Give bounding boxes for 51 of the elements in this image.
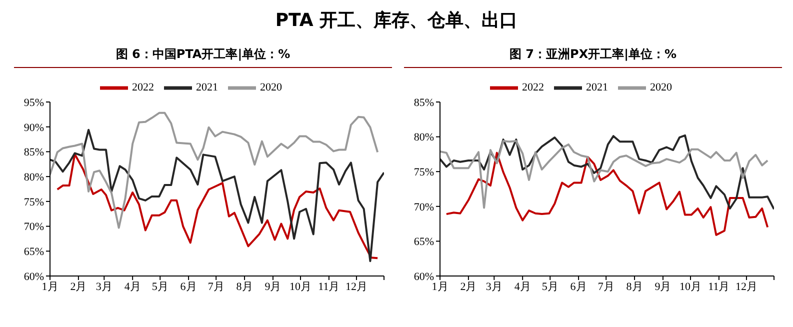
x-tick-label: 8月: [626, 280, 643, 293]
x-tick-label: 9月: [264, 280, 282, 293]
y-tick-label: 80%: [24, 171, 44, 184]
chart-subtitle: 图 6：中国PTA开工率|单位：%: [14, 46, 392, 68]
y-tick-label: 85%: [414, 96, 434, 109]
x-tick-label: 11月: [318, 280, 340, 293]
x-tick-label: 12月: [735, 280, 758, 293]
legend-label: 2020: [260, 82, 282, 94]
x-tick-label: 4月: [514, 280, 531, 293]
y-tick-label: 70%: [24, 221, 44, 234]
x-tick-label: 1月: [432, 280, 448, 293]
x-tick-label: 1月: [42, 280, 58, 293]
line-series: [50, 112, 379, 229]
legend-label: 2020: [650, 82, 672, 94]
x-tick-label: 2月: [70, 280, 87, 293]
y-tick-label: 65%: [24, 246, 44, 258]
legend-label: 2021: [196, 82, 218, 94]
y-tick-label: 60%: [414, 270, 434, 283]
line-series: [50, 128, 384, 262]
x-tick-label: 3月: [96, 280, 112, 293]
x-tick-label: 11月: [708, 280, 730, 293]
y-tick-label: 85%: [24, 146, 44, 159]
x-tick-label: 8月: [236, 280, 253, 293]
x-tick-label: 10月: [680, 280, 702, 293]
legend-label: 2022: [132, 82, 154, 94]
y-tick-label: 60%: [24, 270, 44, 283]
x-tick-label: 7月: [598, 280, 614, 293]
line-series: [445, 152, 769, 236]
x-tick-label: 4月: [124, 280, 141, 293]
chart-title: PTA 开工、库存、仓单、出口: [274, 9, 519, 32]
x-tick-label: 9月: [654, 280, 672, 293]
chart-subtitle: 图 7：亚洲PX开工率|单位：%: [404, 46, 782, 68]
x-tick-label: 10月: [290, 280, 312, 293]
x-tick-label: 7月: [208, 280, 224, 293]
x-tick-label: 6月: [570, 280, 587, 293]
x-tick-label: 3月: [486, 280, 502, 293]
y-tick-label: 70%: [414, 201, 434, 214]
legend-label: 2021: [586, 82, 608, 94]
x-tick-label: 6月: [180, 280, 197, 293]
y-tick-label: 80%: [414, 132, 434, 144]
legend-label: 2022: [522, 82, 544, 94]
x-tick-label: 12月: [345, 280, 368, 293]
line-series: [56, 153, 379, 260]
y-tick-label: 75%: [24, 196, 44, 208]
x-tick-label: 2月: [460, 280, 477, 293]
y-tick-label: 65%: [414, 236, 434, 248]
y-tick-label: 90%: [24, 122, 44, 134]
x-tick-label: 5月: [152, 280, 168, 293]
x-tick-label: 5月: [542, 280, 558, 293]
y-tick-label: 75%: [414, 166, 434, 179]
y-tick-label: 95%: [24, 96, 44, 109]
